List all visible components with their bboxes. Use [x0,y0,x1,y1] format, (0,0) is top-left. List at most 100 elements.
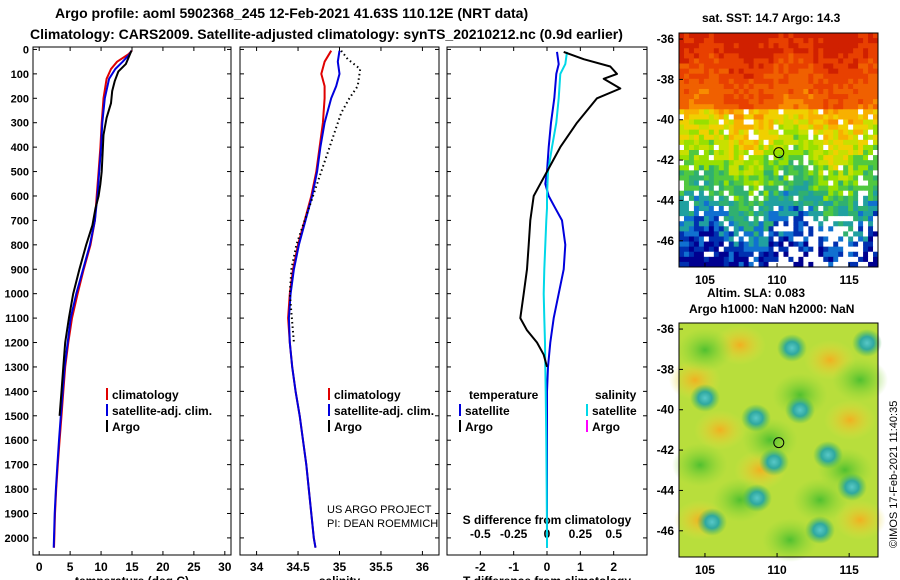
sst-cell [858,251,864,258]
legend-label: climatology [334,388,401,402]
sst-cell [808,190,814,197]
sst-cell [838,124,844,131]
sst-cell [833,63,839,70]
sst-cell [798,195,804,202]
sst-cell [798,150,804,156]
sst-cell [858,216,864,222]
x-tick-label: 10 [94,560,108,574]
sst-cell [863,129,869,136]
sst-cell [838,58,844,64]
sst-cell [788,48,794,54]
sst-cell [703,88,710,95]
sst-cell [703,226,710,232]
sst-cell [788,175,794,181]
panel-1: 0100200300400500600700800900100011001200… [5,44,232,580]
sst-cell [868,109,874,115]
sst-cell [838,165,844,171]
sst-cell [768,211,774,217]
sst-cell [768,38,774,44]
sst-cell [688,155,695,161]
sst-cell [808,261,814,268]
sst-cell [838,134,844,141]
sst-cell [683,251,690,258]
sst-cell [683,226,690,232]
sst-cell [848,221,854,227]
sst-cell [868,216,874,222]
sst-cell [793,231,799,237]
sst-cell [853,216,859,222]
sst-cell [748,78,755,85]
sst-cell [863,68,869,75]
sst-cell [743,190,750,197]
sst-cell [743,99,750,105]
sst-cell [733,38,740,44]
sst-cell [793,104,799,110]
sst-cell [763,241,769,248]
sst-cell [858,160,864,166]
sst-cell [773,160,779,166]
sst-cell [808,221,814,227]
sst-cell [698,150,705,156]
sst-cell [718,48,725,54]
sst-cell [763,200,769,207]
sst-cell [743,160,750,166]
sst-cell [793,99,799,105]
sst-cell [763,43,769,49]
sst-cell [703,144,710,151]
sst-cell [748,165,755,171]
sst-cell [713,73,720,80]
sst-cell [788,38,794,44]
sst-cell [848,78,854,85]
sst-cell [873,63,879,70]
sst-cell [698,246,705,253]
sst-cell [873,226,879,232]
sst-cell [818,104,824,110]
sst-cell [823,205,829,212]
sst-cell [833,139,839,146]
sst-cell [703,221,710,227]
sst-cell [863,43,869,49]
sst-cell [808,78,814,85]
sst-cell [679,170,685,176]
sst-cell [788,251,794,258]
sst-cell [743,251,750,258]
sst-cell [833,180,839,187]
sst-cell [728,211,735,217]
sst-cell [708,236,715,242]
sst-cell [693,58,700,64]
sst-cell [723,114,730,120]
sst-cell [863,256,869,263]
sst-cell [693,180,700,187]
sst-cell [873,68,879,75]
sst-cell [813,175,819,181]
sst-cell [858,53,864,59]
sst-cell [763,170,769,176]
sst-cell [698,241,705,248]
sst-cell [728,231,735,237]
sst-cell [718,231,725,237]
sst-cell [713,256,720,263]
sst-cell [753,124,760,131]
sst-cell [838,53,844,59]
sst-cell [803,205,809,212]
sst-cell [713,226,720,232]
sst-cell [778,200,784,207]
sst-cell [868,99,874,105]
sst-cell [868,195,874,202]
sst-cell [683,119,690,125]
sst-cell [803,221,809,227]
legend-label: satellite [592,404,637,418]
sst-cell [808,216,814,222]
sst-cell [703,190,710,197]
sst-cell [798,144,804,151]
sst-cell [838,33,844,39]
sst-cell [763,99,769,105]
sst-cell [793,43,799,49]
sst-cell [718,165,725,171]
sst-cell [693,195,700,202]
sst-cell [698,114,705,120]
sst-cell [688,53,695,59]
sst-cell [679,109,685,115]
sst-cell [708,78,715,85]
